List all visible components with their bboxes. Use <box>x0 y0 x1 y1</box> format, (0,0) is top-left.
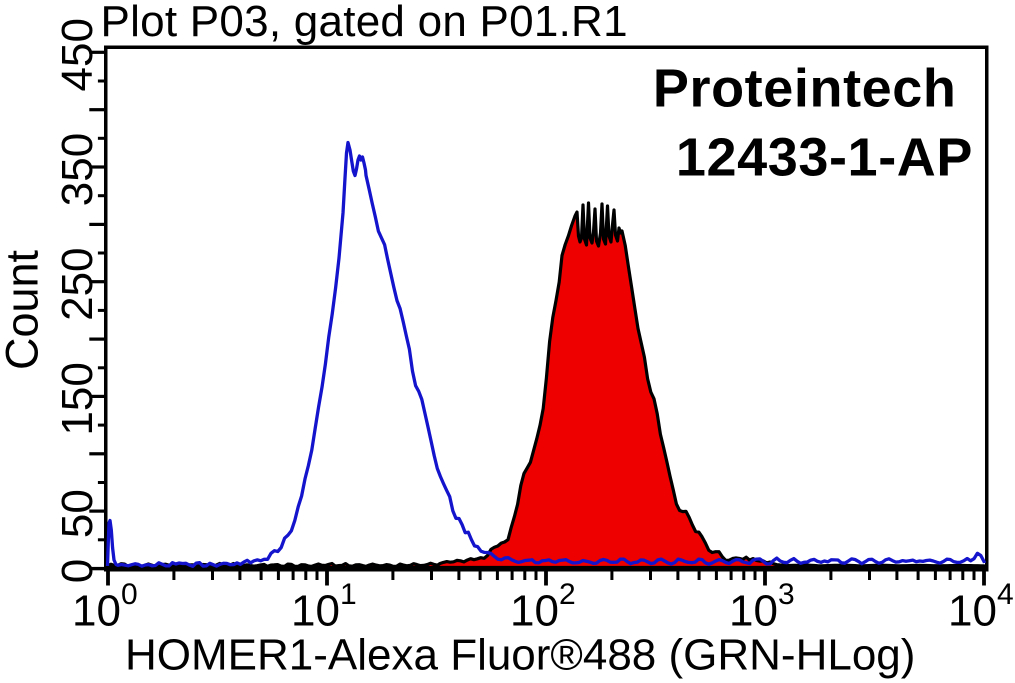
svg-text:150: 150 <box>53 362 102 435</box>
svg-text:350: 350 <box>53 133 102 206</box>
svg-text:250: 250 <box>53 247 102 320</box>
svg-text:Proteintech: Proteintech <box>653 59 957 119</box>
svg-text:Count: Count <box>0 249 48 370</box>
svg-text:Plot P03, gated on P01.R1: Plot P03, gated on P01.R1 <box>101 0 628 46</box>
svg-text:0: 0 <box>53 559 102 583</box>
svg-text:50: 50 <box>53 489 102 538</box>
svg-text:450: 450 <box>53 18 102 91</box>
svg-text:HOMER1-Alexa Fluor®488 (GRN-HL: HOMER1-Alexa Fluor®488 (GRN-HLog) <box>125 631 915 680</box>
svg-text:12433-1-AP: 12433-1-AP <box>676 128 973 188</box>
